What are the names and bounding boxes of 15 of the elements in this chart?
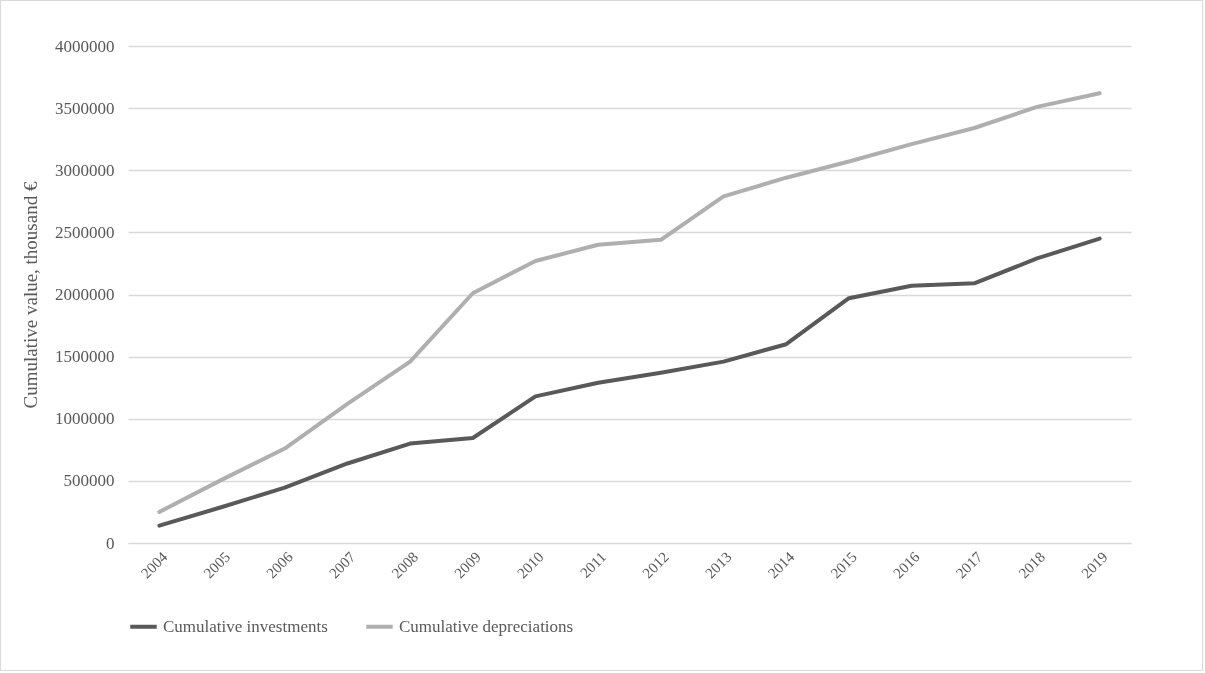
y-tick-label: 3000000: [55, 160, 115, 180]
y-axis-title: Cumulative value, thousand €: [20, 181, 41, 409]
y-tick-label: 4000000: [55, 36, 115, 56]
line-series: [157, 236, 1102, 528]
x-tick-label: 2011: [577, 548, 610, 581]
line-series: [157, 91, 1102, 514]
legend-label: Cumulative depreciations: [399, 616, 574, 636]
y-tick-label: 1500000: [55, 347, 115, 367]
y-tick-label: 1000000: [55, 409, 115, 429]
y-tick-label: 2500000: [55, 222, 115, 242]
y-tick-label: 3500000: [55, 98, 115, 118]
y-tick-label: 500000: [63, 471, 115, 491]
legend-label: Cumulative investments: [163, 616, 328, 636]
y-tick-label: 2000000: [55, 285, 115, 304]
y-tick-label: 0: [106, 533, 115, 553]
